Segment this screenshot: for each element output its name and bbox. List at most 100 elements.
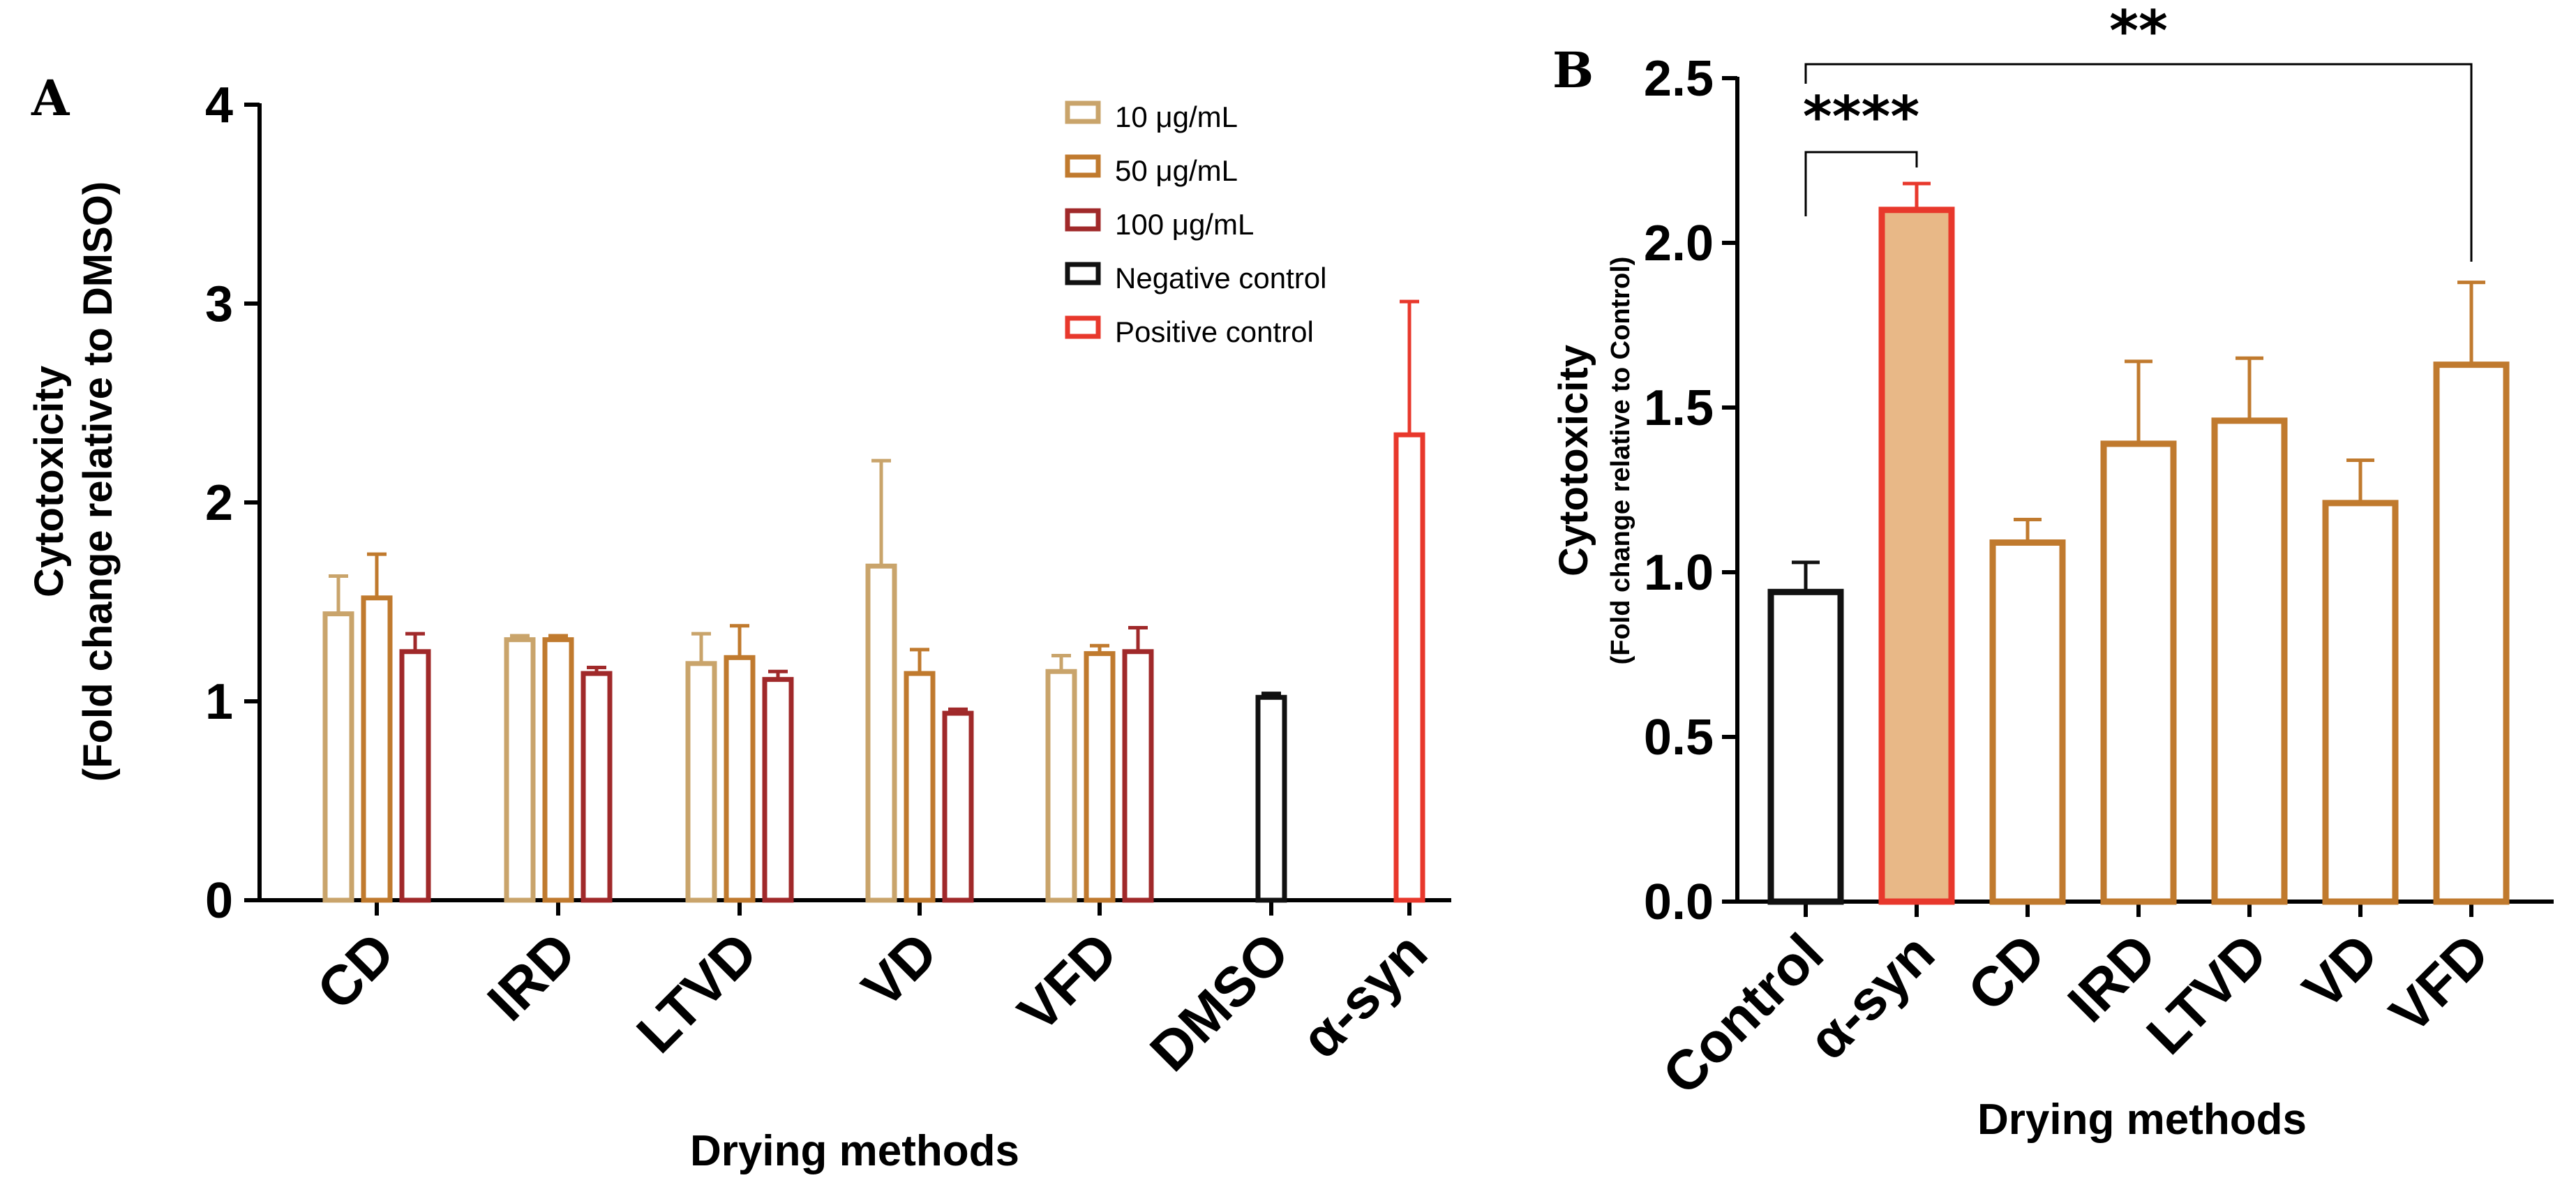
- panel-b-bar-cd-rect: [1989, 539, 2066, 905]
- panel-a-bar-10-g-ml-ird-rect: [504, 637, 536, 903]
- panel-a-x-tick-label: LTVD: [625, 920, 769, 1064]
- panel-a-y-tick-label: 2: [205, 475, 233, 531]
- panel-b-bar-vfd-rect: [2433, 361, 2510, 905]
- panel-a-x-tick-label: VD: [851, 920, 950, 1020]
- panel-a-bar-50-g-ml-vfd-rect: [1084, 651, 1116, 903]
- panel-b-y-tick-label: 1.5: [1644, 380, 1714, 436]
- panel-a-bar-100-g-ml-vfd-rect: [1122, 649, 1154, 903]
- panel-a-bar-10-g-ml-ird: [504, 634, 536, 903]
- panel-a-bar-100-g-ml-ltvd: [762, 669, 794, 903]
- panel-a-legend-swatch: [1065, 154, 1101, 178]
- panel-a-bar-50-g-ml-cd-rect: [361, 595, 393, 903]
- panel-a-bar-100-g-ml-vd: [942, 707, 974, 903]
- panel-a-legend-label: 10 μg/mL: [1115, 100, 1238, 133]
- panel-a-legend-item: 10 μg/mL: [1065, 100, 1238, 133]
- panel-a-bar-positive-control-syn: [1393, 299, 1425, 903]
- panel-a-y-axis-label: Cytotoxicity (Fold change relative to DM…: [27, 181, 121, 782]
- panel-a-bar-100-g-ml-cd-rect: [399, 649, 431, 903]
- panel-b-y-label-line2: (Fold change relative to Control): [1606, 257, 1635, 665]
- panel-a-y-tick-label: 0: [205, 873, 233, 929]
- panel-a-bar-10-g-ml-vd: [865, 458, 897, 903]
- panel-a-legend: 10 μg/mL 50 μg/mL 100 μg/mL Negative contro…: [1065, 100, 1327, 348]
- panel-b-significance-bracket: ****: [1803, 84, 1919, 216]
- panel-b-bar-syn: [1878, 181, 1955, 905]
- panel-b-x-tick-label: LTVD: [2135, 922, 2279, 1066]
- panel-a-x-tick-label: α-syn: [1289, 920, 1439, 1070]
- panel-a-legend-swatch: [1065, 100, 1101, 124]
- panel-a-bar-10-g-ml-cd-rect: [322, 611, 354, 903]
- panel-b-bar-ird-rect: [2100, 440, 2177, 905]
- panel-a-bar-50-g-ml-vfd: [1084, 643, 1116, 903]
- panel-b-y-label-line1: Cytotoxicity: [1551, 345, 1596, 576]
- panel-a-bar-100-g-ml-vfd: [1122, 626, 1154, 903]
- panel-b-bar-control-rect: [1767, 588, 1844, 905]
- panel-a-bar-50-g-ml-ird: [542, 634, 574, 903]
- panel-b-significance-bracket: **: [1804, 0, 2473, 262]
- panel-a-bar-100-g-ml-ird-rect: [581, 671, 613, 903]
- panel-a-legend-label: 50 μg/mL: [1115, 154, 1238, 187]
- panel-b-significance-label: ****: [1803, 84, 1919, 149]
- panel-a-bar-100-g-ml-cd: [399, 632, 431, 903]
- panel-a-legend-item: Negative control: [1065, 262, 1327, 294]
- panel-b-y-tick-label: 0.5: [1644, 710, 1714, 766]
- panel-a-bar-10-g-ml-cd: [322, 574, 354, 903]
- panel-a-x-tick-label: VFD: [1006, 920, 1129, 1043]
- panel-b-bar-vfd: [2433, 281, 2510, 905]
- panel-a-bar-50-g-ml-cd: [361, 552, 393, 903]
- panel-a-bar-100-g-ml-ird: [581, 666, 613, 903]
- panel-a-legend-swatch: [1065, 315, 1101, 339]
- panel-b-y-tick-label: 2.0: [1644, 216, 1714, 271]
- panel-a-legend-swatch: [1065, 208, 1101, 232]
- panel-a-bar-10-g-ml-ltvd-rect: [685, 661, 717, 903]
- panel-a-y-tick-label: 1: [205, 674, 233, 730]
- panel-a-legend-item: 50 μg/mL: [1065, 154, 1238, 187]
- panel-b-x-tick-label: VFD: [2378, 922, 2501, 1045]
- panel-b-bar-vd-rect: [2322, 500, 2399, 905]
- panel-a-bar-50-g-ml-ltvd: [724, 624, 756, 903]
- panel-a-x-tick-label: IRD: [476, 920, 587, 1032]
- panel-b-significance-line: [1804, 63, 2473, 262]
- panel-a-y-tick-label: 4: [205, 77, 233, 133]
- panel-b-bar-ltvd-rect: [2211, 417, 2288, 905]
- panel-a-y-tick-label: 3: [205, 276, 233, 332]
- panel-a-bar-10-g-ml-vfd: [1045, 653, 1077, 903]
- panel-b-y-axis-label: Cytotoxicity (Fold change relative to Co…: [1551, 257, 1635, 665]
- panel-a-letter: A: [31, 69, 70, 127]
- panel-b-x-axis-label: Drying methods: [1977, 1096, 2307, 1144]
- panel-a-bar-100-g-ml-ltvd-rect: [762, 677, 794, 903]
- panel-a-legend-item: 100 μg/mL: [1065, 208, 1254, 241]
- panel-a-legend-swatch: [1065, 262, 1101, 285]
- panel-a-bars: [322, 299, 1425, 903]
- panel-b-x-tick-label: Control: [1651, 922, 1835, 1106]
- panel-a-x-axis-label: Drying methods: [690, 1127, 1019, 1175]
- panel-a-bar-negative-control-dmso-rect: [1255, 694, 1287, 903]
- panel-b-bar-syn-rect: [1878, 207, 1955, 905]
- panel-a-x-tick-label: DMSO: [1138, 920, 1301, 1083]
- panel-a: A Cytotoxicity (Fold change relative to …: [27, 69, 1451, 1175]
- panel-b-letter: B: [1552, 41, 1594, 99]
- panel-b-significance-label: **: [2109, 0, 2168, 64]
- panel-a-bar-10-g-ml-vd-rect: [865, 563, 897, 903]
- panel-a-bar-50-g-ml-vd-rect: [904, 671, 936, 903]
- panel-a-bar-10-g-ml-vfd-rect: [1045, 669, 1077, 903]
- panel-a-legend-item: Positive control: [1065, 315, 1314, 348]
- panel-b-significance: ******: [1803, 0, 2473, 262]
- panel-a-bar-negative-control-dmso: [1255, 692, 1287, 903]
- panel-b-x-tick-label: CD: [1956, 922, 2057, 1023]
- panel-b-bar-control: [1767, 560, 1844, 905]
- panel-b: B Cytotoxicity (Fold change relative to …: [1551, 0, 2554, 1144]
- panel-b-y-tick-label: 2.5: [1644, 51, 1714, 107]
- panel-a-x-tick-label: CD: [305, 920, 406, 1022]
- panel-a-bar-10-g-ml-ltvd: [685, 632, 717, 903]
- panel-b-x-tick-label: α-syn: [1797, 922, 1946, 1071]
- panel-b-y-tick-label: 0.0: [1644, 874, 1714, 930]
- panel-b-bar-cd: [1989, 517, 2066, 905]
- panel-b-bar-vd: [2322, 458, 2399, 905]
- panel-a-legend-label: 100 μg/mL: [1115, 208, 1254, 241]
- panel-a-bar-100-g-ml-vd-rect: [942, 710, 974, 903]
- panel-a-bar-50-g-ml-vd: [904, 648, 936, 903]
- panel-a-y-label-line1: Cytotoxicity: [27, 366, 72, 597]
